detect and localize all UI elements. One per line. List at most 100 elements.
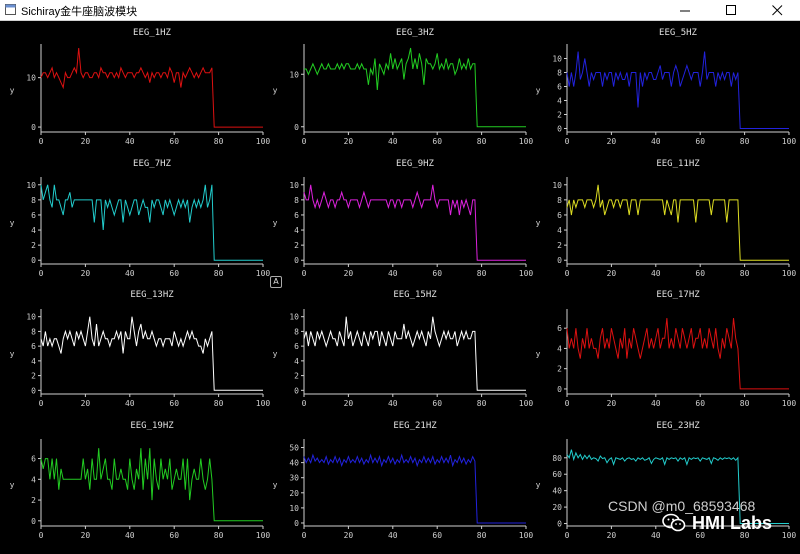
y-tick-label: 2 [31, 496, 36, 505]
y-tick-label: 6 [31, 455, 36, 464]
close-icon [771, 4, 782, 15]
minimize-button[interactable] [662, 0, 708, 20]
x-tick-label: 60 [695, 137, 705, 146]
x-tick-label: 40 [388, 399, 398, 408]
y-tick-label: 0 [31, 386, 36, 395]
maximize-button[interactable] [708, 0, 754, 20]
x-tick-label: 40 [651, 399, 661, 408]
y-tick-label: 80 [552, 454, 562, 463]
y-tick-label: 6 [294, 211, 299, 220]
y-tick-label: 40 [289, 459, 299, 468]
y-tick-label: 0 [557, 125, 562, 134]
y-tick-label: 0 [294, 519, 299, 528]
y-tick-label: 4 [557, 97, 562, 106]
y-tick-label: 2 [557, 111, 562, 120]
x-tick-label: 60 [432, 269, 442, 278]
y-axis-label: y [273, 481, 278, 490]
chart-title: EEG_19HZ [130, 421, 174, 431]
x-tick-label: 0 [565, 531, 570, 540]
auto-range-button[interactable]: A [270, 276, 282, 288]
data-line [40, 184, 263, 261]
y-tick-label: 10 [289, 181, 299, 190]
x-tick-label: 40 [388, 137, 398, 146]
data-line [566, 449, 789, 524]
y-axis-label: y [10, 350, 15, 359]
chart-title: EEG_3HZ [396, 28, 435, 38]
y-tick-label: 4 [557, 344, 562, 353]
chart-title: EEG_5HZ [659, 28, 698, 38]
y-tick-label: 0 [557, 520, 562, 529]
close-button[interactable] [754, 0, 800, 20]
x-tick-label: 20 [81, 531, 91, 540]
minimize-icon [679, 10, 690, 11]
y-tick-label: 6 [31, 211, 36, 220]
y-tick-label: 10 [552, 55, 562, 64]
y-tick-label: 6 [557, 211, 562, 220]
data-line [304, 47, 526, 128]
y-tick-label: 4 [294, 226, 299, 235]
x-tick-label: 80 [740, 399, 750, 408]
x-tick-label: 40 [388, 531, 398, 540]
x-tick-label: 20 [607, 269, 617, 278]
y-tick-label: 8 [294, 327, 299, 336]
brand-watermark: HMI Labs [662, 510, 772, 536]
data-line [303, 316, 526, 391]
y-axis-label: y [273, 350, 278, 359]
x-tick-label: 0 [39, 399, 44, 408]
y-tick-label: 0 [294, 123, 299, 132]
x-tick-label: 60 [169, 399, 179, 408]
x-tick-label: 20 [607, 137, 617, 146]
chart-title: EEG_17HZ [656, 290, 700, 300]
wechat-icon [662, 513, 686, 532]
y-tick-label: 6 [31, 342, 36, 351]
x-tick-label: 100 [519, 269, 534, 278]
data-line [303, 453, 526, 524]
x-tick-label: 20 [607, 531, 617, 540]
x-tick-label: 60 [432, 531, 442, 540]
chart-title: EEG_15HZ [393, 290, 437, 300]
y-tick-label: 10 [289, 70, 299, 79]
x-tick-label: 20 [81, 269, 91, 278]
x-tick-label: 80 [740, 269, 750, 278]
y-tick-label: 2 [31, 241, 36, 250]
x-tick-label: 0 [39, 137, 44, 146]
x-tick-label: 20 [344, 531, 354, 540]
y-tick-label: 8 [557, 69, 562, 78]
y-tick-label: 0 [294, 386, 299, 395]
y-axis-label: y [10, 219, 15, 228]
data-line [40, 448, 263, 522]
x-tick-label: 20 [344, 399, 354, 408]
x-tick-label: 40 [125, 399, 135, 408]
x-tick-label: 0 [39, 269, 44, 278]
x-tick-label: 60 [695, 531, 705, 540]
y-axis-label: y [536, 481, 541, 490]
x-tick-label: 60 [432, 399, 442, 408]
y-tick-label: 2 [294, 241, 299, 250]
y-tick-label: 8 [31, 327, 36, 336]
x-tick-label: 0 [302, 137, 307, 146]
y-tick-label: 4 [557, 226, 562, 235]
x-tick-label: 20 [81, 399, 91, 408]
x-tick-label: 60 [695, 399, 705, 408]
x-tick-label: 0 [302, 269, 307, 278]
y-tick-label: 10 [26, 313, 36, 322]
x-tick-label: 100 [519, 531, 534, 540]
x-tick-label: 0 [565, 137, 570, 146]
y-axis-label: y [536, 219, 541, 228]
y-tick-label: 4 [31, 475, 36, 484]
y-tick-label: 2 [294, 372, 299, 381]
x-tick-label: 80 [477, 531, 487, 540]
y-tick-label: 10 [26, 74, 36, 83]
x-tick-label: 40 [651, 531, 661, 540]
y-axis-label: y [10, 86, 15, 95]
y-tick-label: 6 [294, 342, 299, 351]
brand-text: HMI Labs [692, 512, 773, 533]
x-tick-label: 40 [388, 269, 398, 278]
chart-title: EEG_1HZ [133, 28, 172, 38]
data-line [40, 47, 263, 128]
